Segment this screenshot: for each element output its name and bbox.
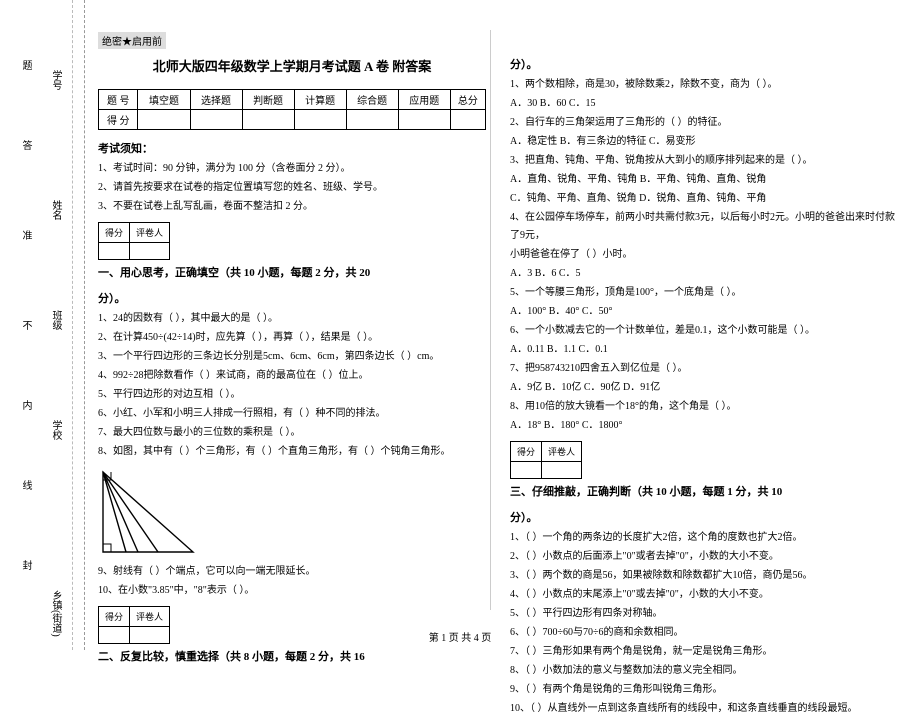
q2-2o: A．稳定性 B．有三条边的特征 C．易变形: [510, 133, 898, 151]
q2-8: 8、用10倍的放大镜看一个18°的角，这个角是（ ）。: [510, 398, 898, 416]
page-footer: 第 1 页 共 4 页: [0, 629, 920, 644]
badge-score: 得分: [99, 223, 130, 243]
seal-char-6: 答: [18, 140, 33, 150]
q2-5: 5、一个等腰三角形，顶角是100°，一个底角是（ ）。: [510, 284, 898, 302]
exam-title: 北师大版四年级数学上学期月考试题 A 卷 附答案: [98, 56, 486, 75]
q1-5: 5、平行四边形的对边互相（ ）。: [98, 386, 486, 404]
q2-3: 3、把直角、钝角、平角、锐角按从大到小的顺序排列起来的是（ ）。: [510, 152, 898, 170]
notice-3: 3、不要在试卷上乱写乱画，卷面不整洁扣 2 分。: [98, 198, 486, 216]
q1-8: 8、如图，其中有（ ）个三角形，有（ ）个直角三角形，有（ ）个钝角三角形。: [98, 443, 486, 461]
q2-3b: C．钝角、平角、直角、锐角 D．锐角、直角、钝角、平角: [510, 190, 898, 208]
q1-2: 2、在计算450÷(42÷14)时，应先算（ ），再算（ ），结果是（ ）。: [98, 329, 486, 347]
section1-badge: 得分评卷人: [98, 222, 170, 260]
q1-9: 9、射线有（ ）个端点，它可以向一端无限延长。: [98, 563, 486, 581]
q2-7o: A．9亿 B．10亿 C．90亿 D．91亿: [510, 379, 898, 397]
field-class: 班级: [48, 310, 63, 330]
field-name: 姓名: [48, 200, 63, 220]
score-col-6: 应用题: [398, 90, 450, 110]
q2-4: 4、在公园停车场停车，前两小时共需付款3元，以后每小时2元。小明的爸爸出来时付款…: [510, 209, 898, 245]
q3-7: 7、（ ）三角形如果有两个角是锐角，就一定是锐角三角形。: [510, 643, 898, 661]
section3-badge: 得分评卷人: [510, 441, 582, 479]
q1-10: 10、在小数"3.85"中，"8"表示（ ）。: [98, 582, 486, 600]
badge-grader: 评卷人: [130, 223, 170, 243]
q2-6o: A．0.11 B．1.1 C．0.1: [510, 341, 898, 359]
seal-char-2: 线: [18, 480, 33, 490]
q2-5o: A．100° B．40° C．50°: [510, 303, 898, 321]
score-col-7: 总分: [450, 90, 485, 110]
seal-char-4: 不: [18, 320, 33, 330]
triangle-svg: [98, 467, 198, 557]
binding-column: 乡镇(街道) 学校 班级 姓名 学号 封 线 内 不 准 答 题: [0, 0, 85, 650]
score-col-2: 选择题: [190, 90, 242, 110]
triangle-figure: [98, 467, 486, 557]
score-col-3: 判断题: [242, 90, 294, 110]
seal-char-7: 题: [18, 60, 33, 70]
q3-10: 10、（ ）从直线外一点到这条直线所有的线段中，和这条直线垂直的线段最短。: [510, 700, 898, 718]
q1-1: 1、24的因数有（ ），其中最大的是（ ）。: [98, 310, 486, 328]
notice-2: 2、请首先按要求在试卷的指定位置填写您的姓名、班级、学号。: [98, 179, 486, 197]
section2-title-cont: 分）。: [510, 56, 898, 72]
q3-1: 1、（ ）一个角的两条边的长度扩大2倍，这个角的度数也扩大2倍。: [510, 529, 898, 547]
score-row-label-1: 题 号: [99, 90, 138, 110]
seal-char-5: 准: [18, 230, 33, 240]
q3-3: 3、（ ）两个数的商是56，如果被除数和除数都扩大10倍，商仍是56。: [510, 567, 898, 585]
q2-1o: A．30 B．60 C．15: [510, 95, 898, 113]
q2-3a: A．直角、锐角、平角、钝角 B．平角、钝角、直角、锐角: [510, 171, 898, 189]
q1-7: 7、最大四位数与最小的三位数的乘积是（ ）。: [98, 424, 486, 442]
q2-6: 6、一个小数减去它的一个计数单位，差是0.1，这个小数可能是（ ）。: [510, 322, 898, 340]
q3-4: 4、（ ）小数点的末尾添上"0"或去掉"0"，小数的大小不变。: [510, 586, 898, 604]
q1-6: 6、小红、小军和小明三人排成一行照相，有（ ）种不同的排法。: [98, 405, 486, 423]
q2-4b: 小明爸爸在停了（ ）小时。: [510, 246, 898, 264]
section3-title-cont: 分）。: [510, 509, 898, 525]
q1-4: 4、992÷28把除数看作（ ）来试商，商的最高位在（ ）位上。: [98, 367, 486, 385]
score-cell: [138, 110, 190, 130]
q2-2: 2、自行车的三角架运用了三角形的（ ）的特征。: [510, 114, 898, 132]
q2-7: 7、把958743210四舍五入到亿位是（ ）。: [510, 360, 898, 378]
score-col-1: 填空题: [138, 90, 190, 110]
seal-char-1: 封: [18, 560, 33, 570]
score-row-label-2: 得 分: [99, 110, 138, 130]
seal-char-3: 内: [18, 400, 33, 410]
notice-header: 考试须知：: [98, 140, 486, 156]
score-col-5: 综合题: [346, 90, 398, 110]
field-id: 学号: [48, 70, 63, 90]
section1-title: 一、用心思考，正确填空（共 10 小题，每题 2 分，共 20: [98, 267, 370, 279]
score-table: 题 号 填空题 选择题 判断题 计算题 综合题 应用题 总分 得 分: [98, 89, 486, 130]
section3-title: 三、仔细推敲，正确判断（共 10 小题，每题 1 分，共 10: [510, 486, 782, 498]
q1-3: 3、一个平行四边形的三条边长分别是5cm、6cm、6cm，第四条边长（ ）cm。: [98, 348, 486, 366]
q3-2: 2、（ ）小数点的后面添上"0"或者去掉"0"，小数的大小不变。: [510, 548, 898, 566]
field-school: 学校: [48, 420, 63, 440]
q3-8: 8、（ ）小数加法的意义与整数加法的意义完全相同。: [510, 662, 898, 680]
q2-4o: A．3 B．6 C．5: [510, 265, 898, 283]
section2-title: 二、反复比较，慎重选择（共 8 小题，每题 2 分，共 16: [98, 651, 365, 663]
confidential-badge: 绝密★启用前: [98, 32, 166, 49]
left-column: 北师大版四年级数学上学期月考试题 A 卷 附答案 题 号 填空题 选择题 判断题…: [98, 50, 486, 610]
dotted-fold-line: [72, 0, 73, 650]
notice-1: 1、考试时间：90 分钟，满分为 100 分（含卷面分 2 分）。: [98, 160, 486, 178]
section1-title-cont: 分）。: [98, 290, 486, 306]
q2-8o: A．18° B．180° C．1800°: [510, 417, 898, 435]
q3-9: 9、（ ）有两个角是锐角的三角形叫锐角三角形。: [510, 681, 898, 699]
score-col-4: 计算题: [294, 90, 346, 110]
q2-1: 1、两个数相除，商是30，被除数乘2，除数不变，商为（ ）。: [510, 76, 898, 94]
q3-5: 5、（ ）平行四边形有四条对称轴。: [510, 605, 898, 623]
right-column: 分）。 1、两个数相除，商是30，被除数乘2，除数不变，商为（ ）。 A．30 …: [510, 50, 898, 610]
